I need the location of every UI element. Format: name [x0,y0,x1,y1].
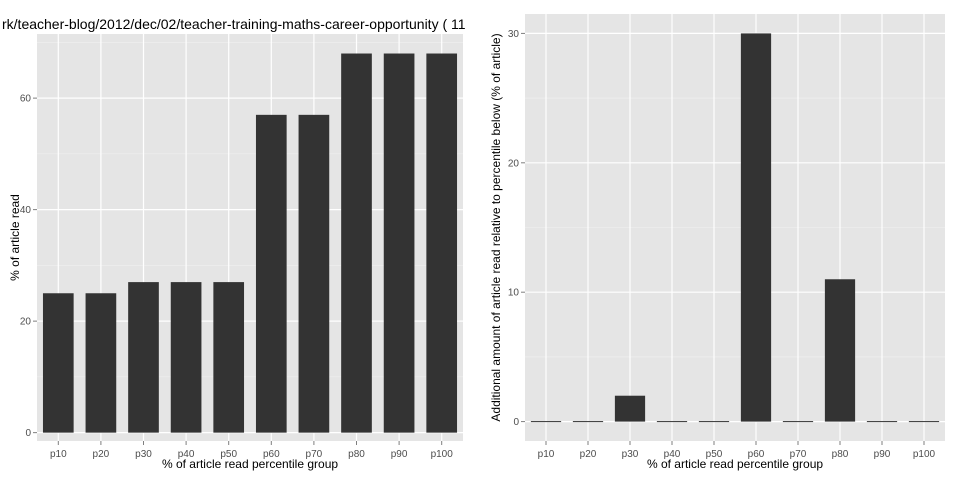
chart-title: rk/teacher-blog/2012/dec/02/teacher-trai… [2,16,466,32]
y-tick-label: 10 [508,288,520,299]
x-tick-label: p80 [348,449,365,460]
x-tick-label: p60 [748,449,765,460]
y-tick-label: 20 [20,317,32,328]
bar-p50 [213,282,245,433]
x-tick-label: p10 [538,449,555,460]
bar-p90 [866,421,898,423]
bar-p60 [740,33,772,422]
x-tick-label: p20 [580,449,597,460]
bar-p20 [85,293,117,433]
x-tick-label: p60 [263,449,280,460]
x-tick-label: p30 [135,449,152,460]
x-tick-label: p20 [93,449,110,460]
bar-p40 [656,421,688,423]
x-tick-label: p40 [178,449,195,460]
bar-p70 [298,114,330,433]
x-tick-label: p90 [391,449,408,460]
x-tick-label: p30 [622,449,639,460]
bar-p10 [42,293,74,433]
bar-p70 [782,421,814,423]
x-tick-label: p10 [50,449,67,460]
y-tick-label: 30 [508,29,520,40]
y-tick-label: 0 [513,417,519,428]
bar-p100 [426,53,458,433]
x-axis-title: % of article read percentile group [647,457,823,471]
y-tick-label: 20 [508,158,520,169]
x-tick-label: p100 [913,449,936,460]
x-tick-label: p70 [790,449,807,460]
y-tick-label: 40 [20,205,32,216]
bar-p90 [383,53,415,433]
bar-p80 [824,279,856,422]
chart-1: 0 20 40 60 p10 p20 p30 p40 p50 p60 p70 p80 p90 p100 % … [2,16,466,471]
y-tick-label: 0 [25,428,31,439]
x-tick-label: p40 [664,449,681,460]
x-tick-label: p80 [832,449,849,460]
bar-p30 [614,395,646,422]
y-axis-title: Additional amount of article read relati… [489,33,503,421]
bar-p40 [170,282,202,433]
bar-p100 [908,421,940,423]
x-tick-label: p50 [706,449,723,460]
y-axis-title: % of article read [8,194,22,281]
bar-p20 [572,421,604,423]
chart-2: 0 10 20 30 p10 p20 p30 p40 p50 p60 p70 p80 p90 p100 % … [489,14,945,471]
y-tick-label: 60 [20,94,32,105]
x-tick-label: p50 [220,449,237,460]
bar-p50 [698,421,730,423]
x-tick-label: p100 [431,449,454,460]
bar-p60 [255,114,287,433]
bar-p30 [128,282,159,433]
bar-p10 [530,421,562,423]
x-tick-label: p90 [874,449,891,460]
bar-p80 [341,53,372,433]
x-axis-title: % of article read percentile group [162,457,338,471]
x-tick-label: p70 [306,449,323,460]
